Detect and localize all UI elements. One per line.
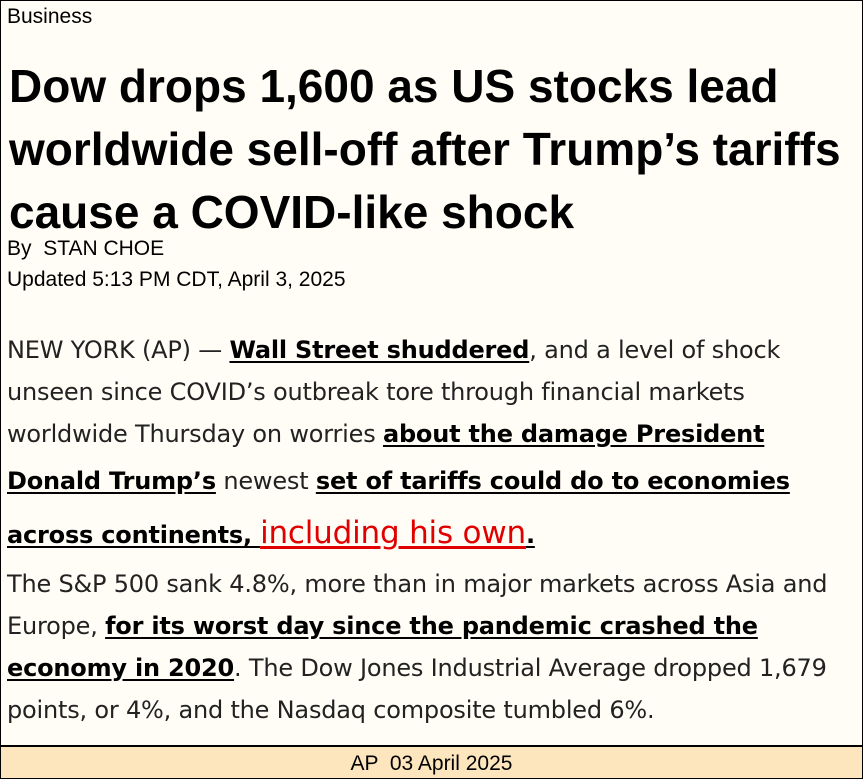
article-paragraph-2: The S&P 500 sank 4.8%, more than in majo…: [7, 563, 857, 731]
footer-date: 03 April 2025: [389, 752, 513, 775]
byline-prefix: By: [7, 237, 32, 260]
byline: By STAN CHOE: [7, 237, 164, 261]
article-paragraph-1: NEW YORK (AP) — Wall Street shuddered, a…: [7, 329, 857, 561]
highlight-link-red[interactable]: including his own: [260, 515, 526, 551]
highlight-link-wall-street[interactable]: Wall Street shuddered: [229, 336, 530, 364]
highlight-link-pandemic[interactable]: for its worst day since the pandemic cra…: [7, 612, 758, 682]
highlight-link-tariffs[interactable]: set of tariffs could do to economies acr…: [7, 467, 790, 549]
highlight-period: .: [525, 521, 535, 549]
paragraph-text: newest: [215, 467, 316, 495]
article-headline: Dow drops 1,600 as US stocks lead worldw…: [9, 60, 841, 238]
footer-source: AP: [350, 752, 379, 775]
paragraph-text: NEW YORK (AP) —: [7, 336, 230, 364]
source-footer: AP 03 April 2025: [1, 745, 862, 778]
section-label[interactable]: Business: [7, 5, 93, 28]
updated-timestamp: Updated 5:13 PM CDT, April 3, 2025: [7, 268, 346, 291]
author-name[interactable]: STAN CHOE: [43, 237, 165, 260]
paragraph-text: . The Dow Jones Industrial Average dropp…: [7, 654, 827, 724]
highlight-link-president[interactable]: about the damage President Donald Trump’…: [7, 420, 765, 495]
paragraph-text: The S&P 500 sank 4.8%, more than in majo…: [7, 570, 828, 640]
paragraph-text: , and a level of shock unseen since COVI…: [7, 336, 781, 448]
